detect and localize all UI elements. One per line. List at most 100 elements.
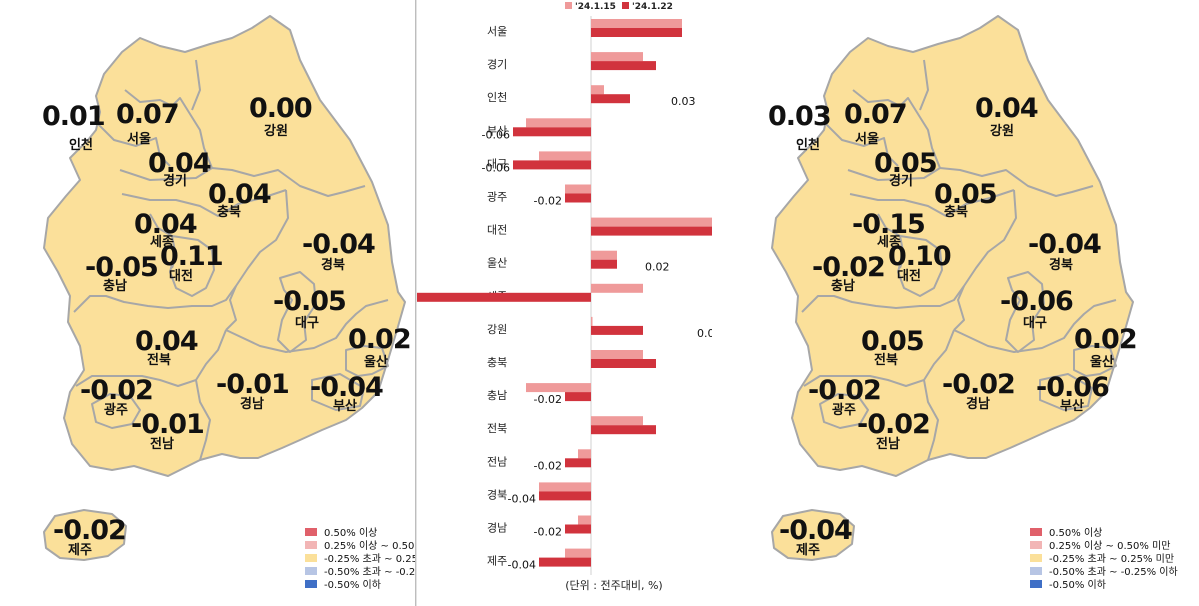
left-map-legend: 0.50% 이상 0.25% 이상 ~ 0.50 -0.25% 초과 ~ 0.2… — [305, 525, 416, 591]
region-name-sejong: 세종 — [877, 235, 901, 250]
legend-series-curr-label: '24.1.22 — [632, 2, 673, 12]
region-value-gangwon: 0.04 — [975, 93, 1039, 124]
bar-prev — [591, 250, 617, 260]
legend-swatch — [1030, 579, 1042, 588]
bar-prev — [565, 548, 591, 558]
bar-value-label: -0.04 — [508, 559, 536, 572]
legend-item: -0.50% 초과 ~ -0.2 — [305, 564, 416, 578]
region-name-busan: 부산 — [1060, 399, 1084, 414]
category-label: 강원 — [487, 323, 507, 336]
category-label: 제주 — [487, 555, 507, 568]
region-value-sejong: -0.15 — [852, 209, 926, 240]
bar-prev — [591, 416, 643, 426]
region-name-chungnam: 충남 — [103, 279, 127, 294]
bar-curr — [591, 325, 643, 335]
region-name-daegu: 대구 — [1023, 316, 1047, 331]
category-label: 대구 — [487, 157, 507, 170]
legend-label: -0.50% 이하 — [1049, 580, 1106, 591]
bar-curr — [565, 392, 591, 402]
region-name-gangwon: 강원 — [990, 124, 1014, 139]
legend-label: -0.25% 초과 ~ 0.25% 미만 — [1049, 554, 1175, 565]
legend-swatch — [1030, 566, 1042, 575]
legend-item: -0.50% 초과 ~ -0.25% 이하 — [1030, 564, 1178, 578]
left-map-panel: 0.01 인천 0.07 서울 0.00 강원 0.04 경기 0.04 충북 … — [0, 0, 416, 606]
bar-value-label: -0.02 — [534, 195, 562, 208]
bar-value-label: -0.02 — [534, 526, 562, 539]
unit-note: (단위 : 전주대비, %) — [565, 579, 662, 592]
legend-series-curr-swatch — [622, 2, 629, 9]
region-value-gwangju: -0.02 — [80, 375, 154, 406]
region-value-jeonbuk: 0.05 — [861, 326, 925, 357]
bar-curr — [539, 491, 591, 501]
legend-item: 0.50% 이상 — [305, 525, 415, 539]
region-name-gwangju: 광주 — [104, 403, 128, 418]
region-name-chungbuk: 충북 — [944, 205, 968, 220]
region-value-chungnam: -0.02 — [812, 252, 886, 283]
right-map-legend: 0.50% 이상 0.25% 이상 ~ 0.50% 미만 -0.25% 초과 ~… — [1030, 525, 1178, 591]
legend-item: 0.50% 이상 — [1030, 525, 1178, 539]
legend-label: -0.50% 초과 ~ -0.2 — [324, 567, 416, 578]
legend-label: 0.25% 이상 ~ 0.50 — [324, 541, 415, 552]
bar-prev — [539, 482, 591, 492]
bar-prev — [526, 383, 591, 393]
bar-curr — [591, 359, 656, 368]
region-name-gyeonggi: 경기 — [889, 174, 913, 189]
legend-item: -0.25% 초과 ~ 0.25% 미만 — [1030, 551, 1178, 565]
category-label: 전북 — [487, 422, 507, 435]
legend-swatch — [1030, 527, 1042, 536]
region-name-sejong: 세종 — [150, 235, 174, 250]
region-value-gyeongbuk: -0.04 — [1028, 229, 1102, 260]
region-value-chungnam: -0.05 — [85, 252, 159, 283]
region-value-jeju: -0.02 — [53, 515, 127, 546]
bar-prev — [578, 515, 591, 525]
region-name-ulsan: 울산 — [1090, 355, 1114, 370]
region-name-gyeongbuk: 경북 — [1049, 258, 1073, 273]
region-value-gyeonggi: 0.05 — [874, 148, 938, 179]
region-value-gyeongbuk: -0.04 — [302, 229, 376, 260]
region-name-jeonnam: 전남 — [876, 437, 900, 452]
legend-swatch — [1030, 553, 1042, 562]
region-value-ulsan: 0.02 — [348, 324, 412, 355]
bar-curr — [565, 524, 591, 534]
legend-label: 0.50% 이상 — [324, 528, 378, 539]
region-value-daegu: -0.06 — [1000, 286, 1074, 317]
legend-series-prev-label: '24.1.15 — [575, 2, 616, 12]
bar-prev — [565, 184, 591, 194]
legend-swatch — [305, 540, 317, 549]
region-value-sejong: 0.04 — [134, 209, 198, 240]
region-name-gyeongnam: 경남 — [240, 397, 264, 412]
region-value-jeonbuk: 0.04 — [135, 326, 199, 357]
legend-item: -0.50% 이하 — [1030, 577, 1178, 591]
legend-swatch — [305, 579, 317, 588]
category-label: 경북 — [487, 488, 507, 501]
region-name-jeju: 제주 — [68, 543, 92, 558]
legend-swatch — [305, 527, 317, 536]
bar-prev — [591, 52, 643, 62]
region-name-daejeon: 대전 — [169, 269, 193, 284]
region-value-busan: -0.04 — [310, 372, 384, 403]
bar-value-label: -0.06 — [482, 161, 510, 174]
bar-value-label: 0.02 — [645, 261, 670, 274]
region-name-gyeongnam: 경남 — [966, 397, 990, 412]
region-value-busan: -0.06 — [1036, 372, 1110, 403]
legend-swatch — [305, 553, 317, 562]
region-name-chungbuk: 충북 — [217, 205, 241, 220]
bar-prev — [578, 449, 591, 459]
region-value-gyeongnam: -0.02 — [942, 369, 1016, 400]
legend-label: -0.50% 이하 — [324, 580, 381, 591]
category-label: 인천 — [487, 90, 507, 104]
region-value-seoul: 0.07 — [844, 99, 908, 130]
legend-swatch — [305, 566, 317, 575]
bar-curr — [513, 127, 591, 137]
left-map-shape — [43, 15, 406, 561]
region-value-ulsan: 0.02 — [1074, 324, 1138, 355]
bar-value-label: -0.04 — [508, 492, 536, 505]
region-value-jeju: -0.04 — [779, 515, 853, 546]
bar-value-label: -0.02 — [534, 393, 562, 406]
region-name-busan: 부산 — [333, 399, 357, 414]
bar-prev — [591, 316, 593, 326]
legend-series-prev-swatch — [565, 2, 572, 9]
bar-prev — [539, 151, 591, 161]
region-value-seoul: 0.07 — [116, 99, 180, 130]
bar-value-label: 0.03 — [671, 95, 696, 108]
